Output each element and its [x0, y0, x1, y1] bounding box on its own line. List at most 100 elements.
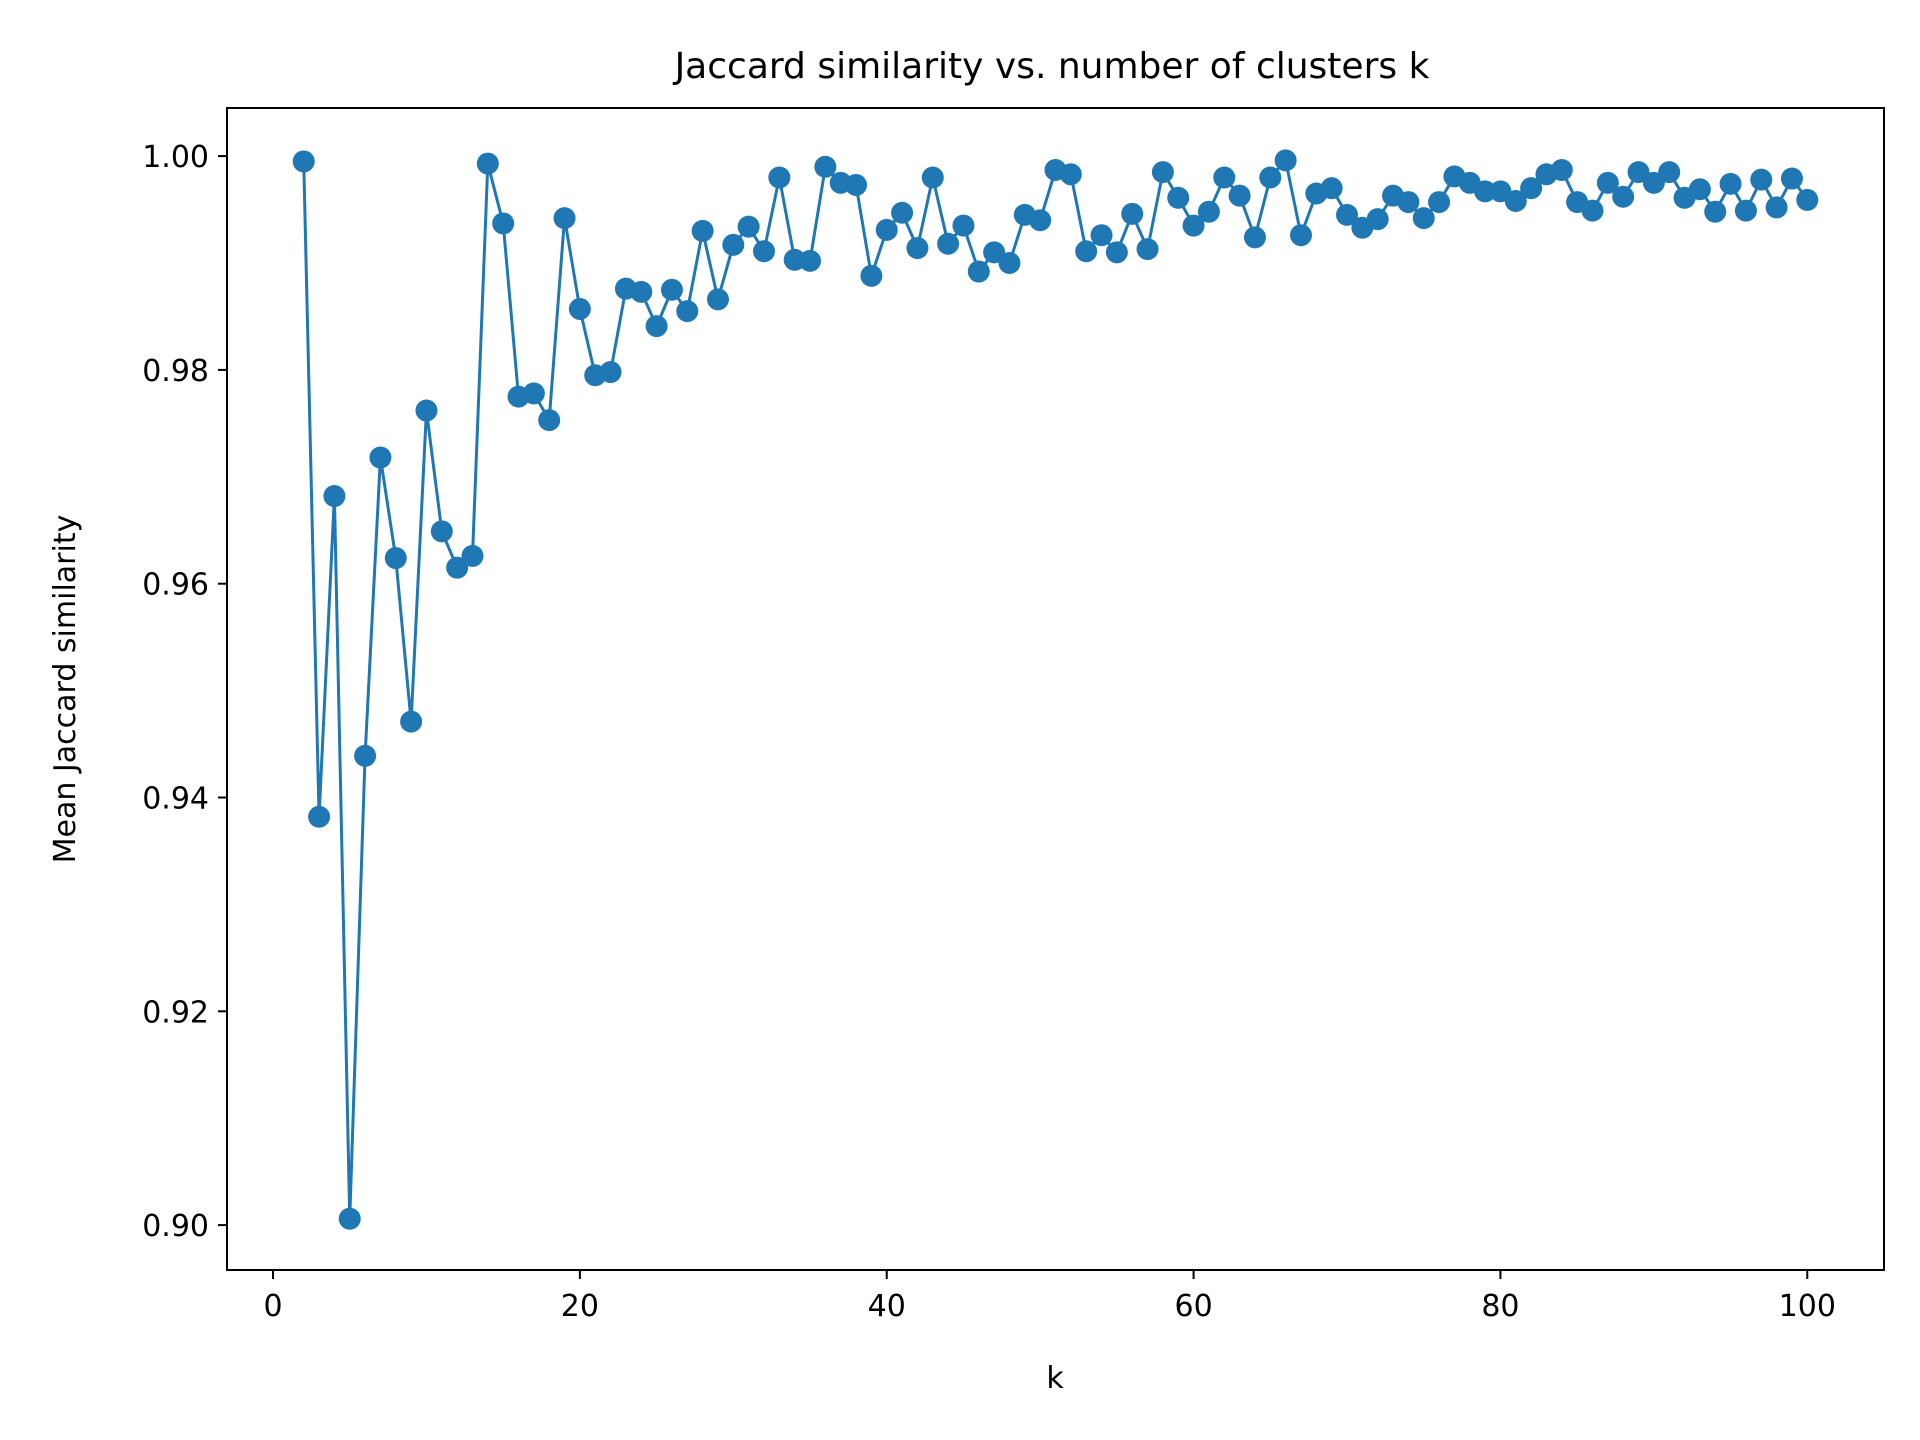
data-point [461, 544, 484, 567]
data-point [1658, 161, 1681, 184]
plot-frame [226, 107, 1885, 1271]
data-point [983, 241, 1006, 264]
y-axis: 0.90 0.92 0.94 0.96 0.98 1.00 [142, 140, 227, 1244]
data-point [845, 173, 868, 196]
x-axis-label: k [1046, 1361, 1064, 1396]
data-point [768, 166, 791, 189]
x-tick-label: 0 [263, 1289, 282, 1324]
data-point [446, 556, 469, 579]
data-point [568, 297, 591, 320]
x-tick-label: 40 [868, 1289, 906, 1324]
data-point [492, 212, 515, 235]
data-point [292, 150, 315, 173]
data-point [1428, 191, 1451, 214]
data-point [1750, 168, 1773, 191]
data-point [891, 201, 914, 224]
x-tick-label: 60 [1174, 1289, 1212, 1324]
data-point [599, 361, 622, 384]
data-point [1642, 171, 1665, 194]
data-point [1581, 199, 1604, 222]
data-point [706, 288, 729, 311]
data-point [415, 399, 438, 422]
data-point [1259, 166, 1282, 189]
data-point [1796, 188, 1819, 211]
data-point [691, 219, 714, 242]
data-point [308, 805, 331, 828]
data-point [676, 300, 699, 323]
data-point [1734, 199, 1757, 222]
data-point [937, 232, 960, 255]
data-point [1274, 149, 1297, 172]
plot-area [292, 149, 1819, 1230]
data-point [1336, 203, 1359, 226]
data-point [1029, 209, 1052, 232]
data-point [400, 710, 423, 733]
data-point [1550, 159, 1573, 182]
data-point [860, 264, 883, 287]
data-point [998, 252, 1021, 275]
data-point [906, 237, 929, 260]
data-point [522, 382, 545, 405]
data-point [752, 240, 775, 263]
y-tick-label: 0.98 [142, 354, 209, 389]
data-point [660, 278, 683, 301]
data-point [952, 214, 975, 237]
data-point [1719, 172, 1742, 195]
y-tick-label: 1.00 [142, 140, 209, 175]
data-point [1704, 200, 1727, 223]
data-point [814, 155, 837, 178]
data-point [476, 152, 499, 175]
data-point [967, 260, 990, 283]
data-point [1167, 186, 1190, 209]
data-point [1412, 207, 1435, 230]
x-axis: 0 20 40 60 80 100 [263, 1270, 1836, 1324]
y-tick-label: 0.94 [142, 782, 209, 817]
data-point [1228, 184, 1251, 207]
data-point [1320, 177, 1343, 200]
data-point [1213, 166, 1236, 189]
y-axis-label: Mean Jaccard similarity [48, 515, 83, 864]
chart-title: Jaccard similarity vs. number of cluster… [673, 46, 1430, 87]
data-point [430, 520, 453, 543]
data-point [369, 446, 392, 469]
x-tick-label: 80 [1481, 1289, 1519, 1324]
data-point [1289, 224, 1312, 247]
data-point [1397, 191, 1420, 214]
y-tick-label: 0.96 [142, 568, 209, 603]
data-point [630, 280, 653, 303]
data-point [645, 315, 668, 338]
data-point [875, 218, 898, 241]
y-tick-label: 0.92 [142, 995, 209, 1030]
data-point [323, 485, 346, 508]
series-line [302, 158, 1809, 1221]
data-point [1765, 196, 1788, 219]
data-point [1197, 200, 1220, 223]
data-point [338, 1207, 361, 1230]
data-point [1520, 177, 1543, 200]
data-point [1151, 161, 1174, 184]
data-point [1090, 224, 1113, 247]
data-point [1504, 190, 1527, 213]
data-point [1121, 202, 1144, 225]
data-point [1612, 185, 1635, 208]
data-point [354, 744, 377, 767]
data-point [722, 233, 745, 256]
data-point [1366, 208, 1389, 231]
data-point [1059, 163, 1082, 186]
data-point [1075, 240, 1098, 263]
x-tick-label: 100 [1779, 1289, 1836, 1324]
data-point [1474, 180, 1497, 203]
y-tick-label: 0.90 [142, 1209, 209, 1244]
data-point [1596, 171, 1619, 194]
data-point [553, 207, 576, 230]
data-point [1182, 214, 1205, 237]
data-point [921, 166, 944, 189]
data-point [1136, 238, 1159, 261]
data-point [384, 547, 407, 570]
data-point [1105, 241, 1128, 264]
data-point [799, 249, 822, 272]
data-point [1243, 226, 1266, 249]
data-point [737, 215, 760, 238]
data-point [538, 409, 561, 432]
